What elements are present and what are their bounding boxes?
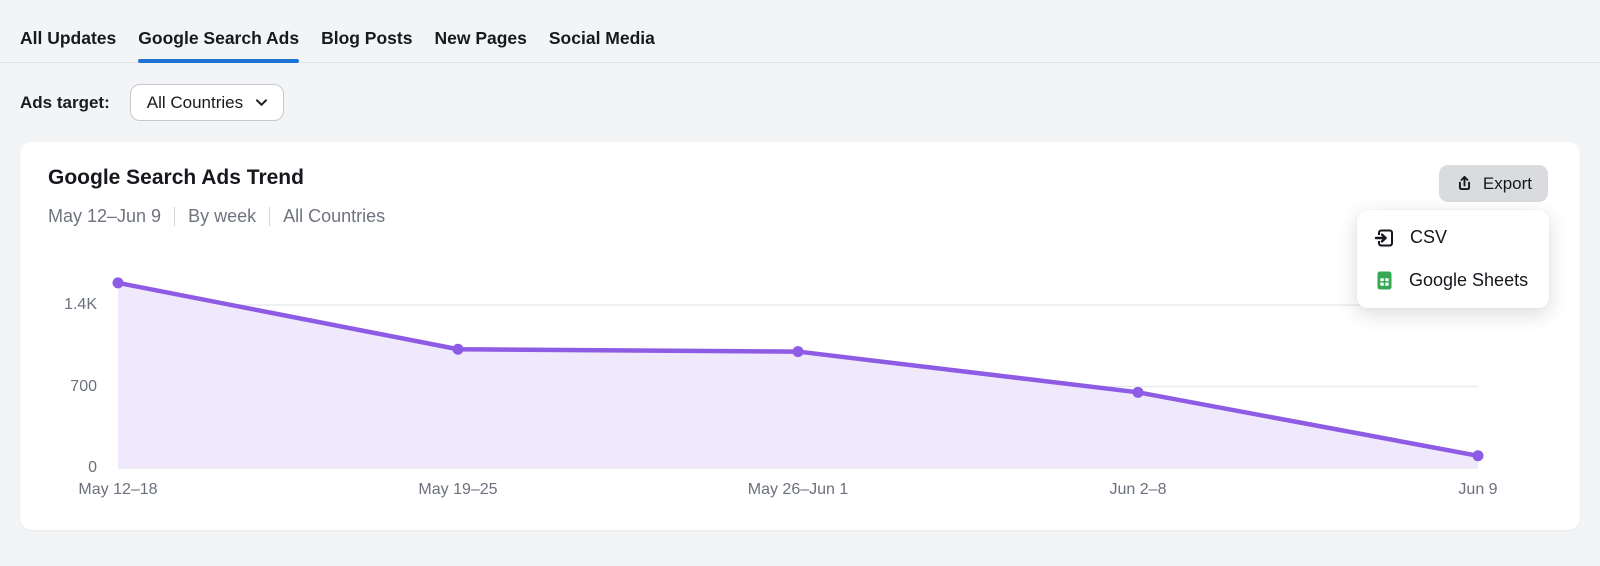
trend-card: 1.4K 700 0 May 12–18 May 19–25 May 26–Jun 1 Ju… [20, 142, 1580, 530]
data-point[interactable] [792, 346, 804, 358]
filter-row: Ads target: All Countries [20, 84, 1600, 121]
subtitle-divider [269, 207, 271, 226]
trend-chart-svg [112, 277, 1484, 469]
area-fill [118, 282, 1478, 468]
upload-icon [1458, 175, 1470, 191]
x-axis-tick: May 12–18 [78, 481, 158, 498]
y-axis-tick: 700 [70, 377, 97, 395]
tab-all-updates[interactable]: All Updates [20, 0, 116, 62]
data-point[interactable] [1472, 450, 1484, 462]
tab-bar: All Updates Google Search Ads Blog Posts… [0, 0, 1600, 63]
x-axis-tick: May 19–25 [418, 481, 498, 498]
ads-target-label: Ads target: [20, 92, 110, 112]
tab-social-media[interactable]: Social Media [549, 0, 655, 62]
google-sheets-icon [1377, 271, 1392, 290]
menu-item-label: Google Sheets [1409, 270, 1529, 290]
csv-file-icon [1374, 229, 1393, 246]
tab-google-search-ads[interactable]: Google Search Ads [138, 0, 300, 63]
subtitle-divider [174, 207, 176, 226]
tab-label: Google Search Ads [138, 28, 300, 48]
export-csv-item[interactable]: CSV [1357, 216, 1549, 259]
export-menu: CSV Google Sheets [1357, 210, 1549, 308]
ads-target-select[interactable]: All Countries [129, 84, 285, 121]
date-range: May 12–Jun 9 [48, 206, 162, 226]
x-axis-tick: May 26–Jun 1 [747, 481, 849, 498]
data-point[interactable] [452, 343, 464, 355]
export-google-sheets-item[interactable]: Google Sheets [1357, 259, 1549, 302]
export-button[interactable]: Export [1438, 165, 1548, 202]
x-axis-tick: Jun 2–8 [1109, 481, 1167, 498]
chevron-down-icon [256, 99, 268, 106]
tab-blog-posts[interactable]: Blog Posts [321, 0, 412, 62]
data-point[interactable] [112, 277, 124, 289]
tab-label: Blog Posts [321, 28, 413, 48]
tab-label: All Updates [20, 28, 117, 48]
export-label: Export [1482, 173, 1532, 193]
x-axis-tick: Jun 9 [1458, 481, 1498, 498]
y-axis-tick: 0 [88, 459, 97, 476]
card-subtitle: May 12–Jun 9 By week All Countries [48, 206, 385, 227]
scope: All Countries [283, 206, 386, 226]
menu-item-label: CSV [1410, 227, 1448, 247]
granularity: By week [188, 206, 257, 226]
tab-new-pages[interactable]: New Pages [434, 0, 526, 62]
ads-target-value: All Countries [146, 92, 244, 112]
tab-label: New Pages [434, 28, 527, 48]
data-point[interactable] [1132, 386, 1144, 398]
y-axis-tick: 1.4K [64, 296, 97, 313]
trend-chart[interactable]: 1.4K 700 0 May 12–18 May 19–25 May 26–Jun 1 Ju… [20, 142, 1580, 530]
card-header: Google Search Ads Trend May 12–Jun 9 By … [20, 142, 1580, 227]
card-title: Google Search Ads Trend [48, 166, 304, 189]
tab-label: Social Media [548, 28, 655, 48]
